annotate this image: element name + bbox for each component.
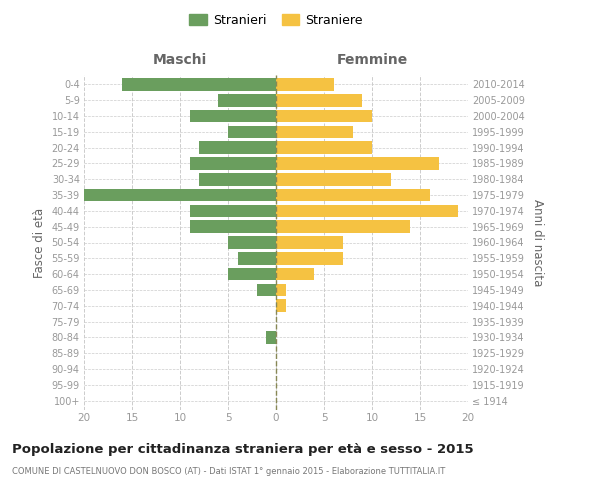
Bar: [276, 110, 372, 122]
Bar: [276, 94, 362, 106]
Bar: [199, 173, 276, 186]
Text: Femmine: Femmine: [337, 53, 407, 67]
Bar: [276, 284, 286, 296]
Bar: [276, 157, 439, 170]
Bar: [276, 142, 372, 154]
Bar: [276, 126, 353, 138]
Legend: Stranieri, Straniere: Stranieri, Straniere: [184, 8, 368, 32]
Bar: [276, 204, 458, 217]
Bar: [257, 284, 276, 296]
Bar: [276, 220, 410, 233]
Bar: [276, 236, 343, 249]
Bar: [190, 220, 276, 233]
Text: Popolazione per cittadinanza straniera per età e sesso - 2015: Popolazione per cittadinanza straniera p…: [12, 442, 473, 456]
Bar: [122, 78, 276, 91]
Bar: [228, 268, 276, 280]
Bar: [190, 157, 276, 170]
Bar: [190, 204, 276, 217]
Bar: [238, 252, 276, 264]
Bar: [276, 252, 343, 264]
Bar: [266, 331, 276, 344]
Bar: [84, 189, 276, 202]
Bar: [190, 110, 276, 122]
Bar: [218, 94, 276, 106]
Y-axis label: Anni di nascita: Anni di nascita: [532, 199, 544, 286]
Bar: [276, 173, 391, 186]
Bar: [276, 78, 334, 91]
Bar: [276, 300, 286, 312]
Bar: [199, 142, 276, 154]
Bar: [276, 268, 314, 280]
Bar: [228, 126, 276, 138]
Text: Maschi: Maschi: [153, 53, 207, 67]
Y-axis label: Fasce di età: Fasce di età: [33, 208, 46, 278]
Bar: [228, 236, 276, 249]
Text: COMUNE DI CASTELNUOVO DON BOSCO (AT) - Dati ISTAT 1° gennaio 2015 - Elaborazione: COMUNE DI CASTELNUOVO DON BOSCO (AT) - D…: [12, 468, 445, 476]
Bar: [276, 189, 430, 202]
